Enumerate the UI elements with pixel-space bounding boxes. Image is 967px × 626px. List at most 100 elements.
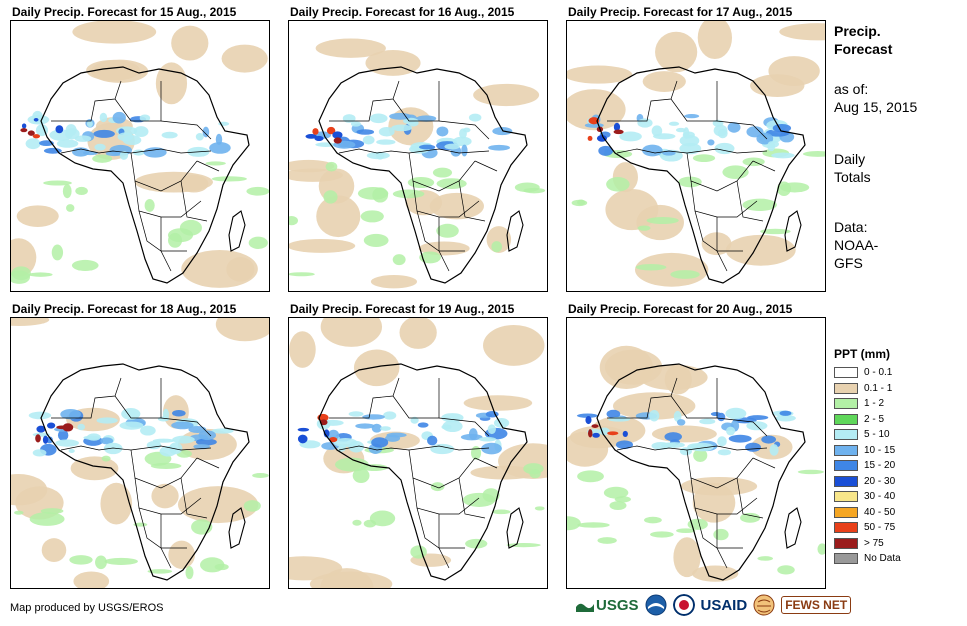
rain-belt-cell	[43, 147, 62, 154]
country-border	[736, 477, 764, 519]
light-precip-area	[725, 234, 796, 266]
rain-belt-cell	[727, 122, 741, 133]
light-precip-area	[316, 195, 361, 238]
light-precip-area	[168, 540, 195, 569]
rain-belt-cell	[94, 143, 106, 151]
light-precip-area	[289, 556, 343, 581]
country-border	[196, 457, 220, 469]
heavy-rain-cell	[21, 123, 27, 129]
light-precip-area	[181, 249, 258, 288]
legend-title: PPT (mm)	[834, 347, 891, 361]
rain-belt-cell	[478, 437, 497, 442]
legend-label: 0 - 0.1	[864, 367, 893, 379]
rain-belt-cell	[684, 113, 700, 119]
rain-belt-cell	[112, 111, 126, 124]
rain-belt-cell	[607, 416, 631, 422]
rain-belt-cell	[103, 442, 123, 455]
drizzle-area	[670, 270, 700, 279]
madagascar-outline	[784, 507, 802, 549]
light-precip-area	[155, 62, 188, 105]
country-border	[752, 457, 776, 469]
rain-belt-cell	[161, 131, 178, 139]
legend-swatch	[834, 506, 858, 518]
rain-belt-cell	[96, 417, 118, 424]
usgs-logo-text: USGS	[596, 596, 639, 614]
rain-belt-cell	[333, 438, 358, 448]
light-precip-area	[639, 364, 708, 391]
drizzle-area	[646, 216, 679, 225]
rain-belt-cell	[726, 426, 736, 436]
country-border	[180, 180, 208, 222]
drizzle-area	[432, 167, 453, 178]
drizzle-area	[577, 199, 586, 206]
asof-label: as of:	[834, 81, 869, 97]
sidebar-heading-line2: Forecast	[834, 41, 893, 57]
drizzle-area	[678, 176, 702, 188]
country-border	[392, 81, 440, 122]
forecast-panel-5: Daily Precip. Forecast for 19 Aug., 2015	[288, 302, 558, 594]
drizzle-area	[71, 259, 99, 271]
heavy-rain-cell	[588, 117, 600, 125]
light-precip-area	[779, 23, 825, 41]
legend-label: 20 - 30	[864, 475, 896, 487]
usgs-logo: USGS	[576, 597, 639, 614]
drizzle-area	[506, 542, 541, 548]
rain-belt-cell	[771, 152, 795, 159]
country-border	[694, 210, 743, 252]
country-border	[138, 507, 187, 549]
drizzle-area	[609, 501, 627, 511]
heavy-rain-cell	[55, 125, 64, 134]
rain-belt-cell	[725, 407, 747, 420]
africa-outline	[40, 66, 250, 284]
rain-belt-cell	[707, 139, 715, 146]
country-border	[607, 377, 678, 419]
rain-belt-cell	[379, 426, 391, 431]
rain-belt-cell	[427, 435, 438, 446]
drizzle-area	[817, 543, 825, 555]
rain-belt-cell	[74, 135, 92, 142]
drizzle-area	[211, 176, 247, 182]
legend-label: 50 - 75	[864, 522, 896, 534]
heavy-rain-cell	[312, 128, 319, 135]
country-border	[114, 81, 162, 122]
africa-outline	[318, 363, 528, 581]
heavy-rain-cell	[36, 425, 46, 433]
legend-swatch	[834, 429, 858, 441]
madagascar-outline	[506, 507, 524, 549]
drizzle-area	[650, 531, 674, 538]
rain-belt-cell	[169, 442, 183, 455]
light-precip-area	[567, 65, 633, 84]
drizzle-area	[470, 445, 482, 460]
drizzle-area	[289, 215, 299, 226]
heavy-rain-cell	[591, 424, 599, 428]
rain-belt-cell	[747, 415, 769, 421]
drizzle-area	[760, 228, 791, 235]
country-border	[694, 507, 743, 549]
precip-legend: PPT (mm) 0 - 0.1 0.1 - 1 1 - 2 2 - 5 5 - 10 1…	[834, 347, 964, 567]
legend-item: 40 - 50	[834, 505, 964, 521]
drizzle-area	[523, 463, 544, 475]
fews-globe-icon	[753, 594, 775, 616]
rain-belt-cell	[452, 136, 472, 147]
light-precip-area	[320, 318, 383, 347]
legend-label: 15 - 20	[864, 460, 896, 472]
drizzle-area	[66, 204, 75, 212]
light-precip-area	[697, 21, 733, 60]
drizzle-area	[482, 488, 500, 503]
drizzle-area	[644, 516, 662, 524]
rain-belt-cell	[60, 409, 81, 420]
forecast-panel-2: Daily Precip. Forecast for 16 Aug., 2015	[288, 5, 558, 297]
heavy-rain-cell	[314, 135, 324, 141]
legend-rows: 0 - 0.1 0.1 - 1 1 - 2 2 - 5 5 - 10 10 - 15 15 …	[834, 365, 964, 567]
rain-belt-cell	[143, 147, 167, 158]
rain-belt-cell	[714, 142, 735, 155]
rain-belt-cell	[152, 438, 175, 443]
data-source-line2: GFS	[834, 255, 863, 271]
forecast-panel-4: Daily Precip. Forecast for 18 Aug., 2015	[10, 302, 280, 594]
rain-belt-cell	[350, 121, 362, 127]
country-border	[160, 120, 212, 140]
drizzle-area	[352, 519, 362, 526]
rain-belt-cell	[648, 409, 660, 422]
rain-belt-cell	[673, 410, 682, 422]
light-precip-area	[599, 345, 653, 389]
